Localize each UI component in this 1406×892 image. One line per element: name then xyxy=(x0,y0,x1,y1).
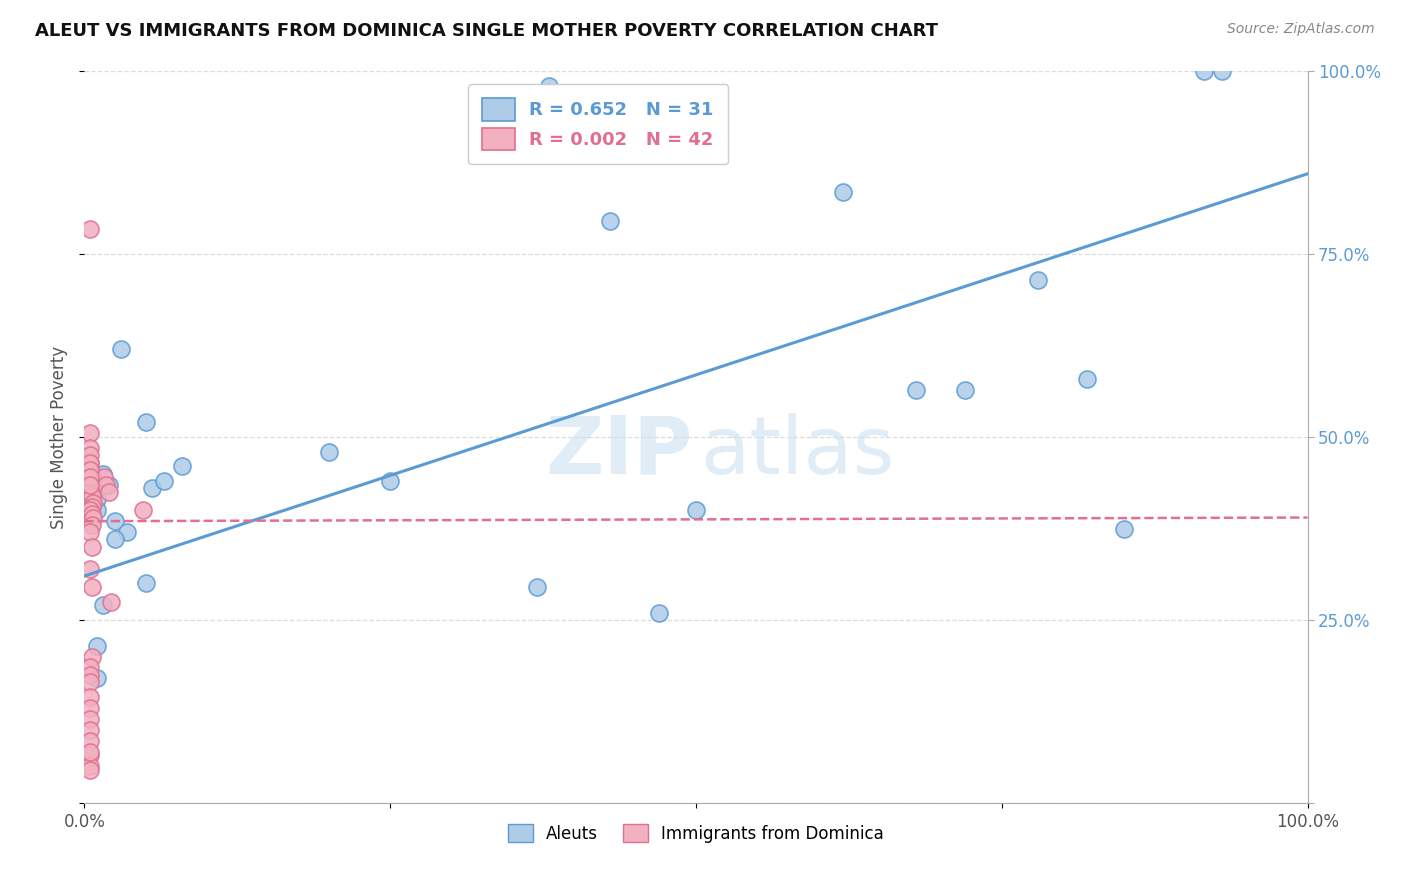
Point xyxy=(91,467,114,481)
Point xyxy=(79,448,101,462)
Point xyxy=(79,700,101,714)
Point xyxy=(318,444,340,458)
Point xyxy=(79,712,101,726)
Point xyxy=(1192,64,1215,78)
Point xyxy=(79,463,101,477)
Text: atlas: atlas xyxy=(700,413,894,491)
Point xyxy=(1076,371,1098,385)
Point xyxy=(79,470,101,484)
Point xyxy=(115,525,138,540)
Point xyxy=(79,667,101,681)
Text: Source: ZipAtlas.com: Source: ZipAtlas.com xyxy=(1227,22,1375,37)
Point xyxy=(110,343,132,357)
Point xyxy=(82,496,104,510)
Point xyxy=(80,540,103,554)
Point xyxy=(79,723,101,737)
Point xyxy=(79,759,101,773)
Point xyxy=(79,456,101,470)
Point xyxy=(79,503,101,517)
Point xyxy=(104,533,127,547)
Point xyxy=(104,514,127,528)
Point xyxy=(86,672,108,686)
Point xyxy=(79,441,101,455)
Point xyxy=(86,503,108,517)
Point xyxy=(831,185,853,199)
Point xyxy=(80,477,103,491)
Legend: Aleuts, Immigrants from Dominica: Aleuts, Immigrants from Dominica xyxy=(501,818,891,849)
Point xyxy=(91,599,114,613)
Point xyxy=(79,477,101,491)
Point xyxy=(80,649,103,664)
Point xyxy=(79,525,101,540)
Point xyxy=(648,606,671,620)
Text: ALEUT VS IMMIGRANTS FROM DOMINICA SINGLE MOTHER POVERTY CORRELATION CHART: ALEUT VS IMMIGRANTS FROM DOMINICA SINGLE… xyxy=(35,22,938,40)
Point xyxy=(79,733,101,747)
Point xyxy=(79,456,101,470)
Point xyxy=(141,481,163,495)
Point xyxy=(172,459,194,474)
Point xyxy=(79,675,101,690)
Point xyxy=(953,383,976,397)
Point xyxy=(538,78,561,93)
Y-axis label: Single Mother Poverty: Single Mother Poverty xyxy=(51,345,69,529)
Point xyxy=(526,580,548,594)
Point xyxy=(79,463,101,477)
Point xyxy=(80,489,103,503)
Point xyxy=(79,763,101,777)
Point xyxy=(79,745,101,759)
Point xyxy=(153,474,176,488)
Point xyxy=(93,470,115,484)
Point xyxy=(135,416,157,430)
Point xyxy=(1028,273,1050,287)
Point xyxy=(132,503,155,517)
Point xyxy=(97,477,120,491)
Point xyxy=(79,690,101,704)
Point xyxy=(599,214,621,228)
Point xyxy=(135,576,157,591)
Point xyxy=(80,500,103,514)
Point xyxy=(80,580,103,594)
Point xyxy=(80,507,103,521)
Point xyxy=(86,639,108,653)
Point xyxy=(380,474,402,488)
Point xyxy=(79,562,101,576)
Point xyxy=(96,477,118,491)
Point xyxy=(79,485,101,500)
Point xyxy=(79,748,101,763)
Point xyxy=(82,510,104,524)
Point xyxy=(79,221,101,235)
Point xyxy=(685,503,707,517)
Point xyxy=(79,660,101,674)
Point xyxy=(1114,521,1136,535)
Text: ZIP: ZIP xyxy=(546,413,692,491)
Point xyxy=(100,594,122,608)
Point xyxy=(79,426,101,441)
Point xyxy=(82,470,104,484)
Point xyxy=(905,383,928,397)
Point xyxy=(1211,64,1233,78)
Point xyxy=(97,485,120,500)
Point xyxy=(80,517,103,532)
Point xyxy=(86,492,108,507)
